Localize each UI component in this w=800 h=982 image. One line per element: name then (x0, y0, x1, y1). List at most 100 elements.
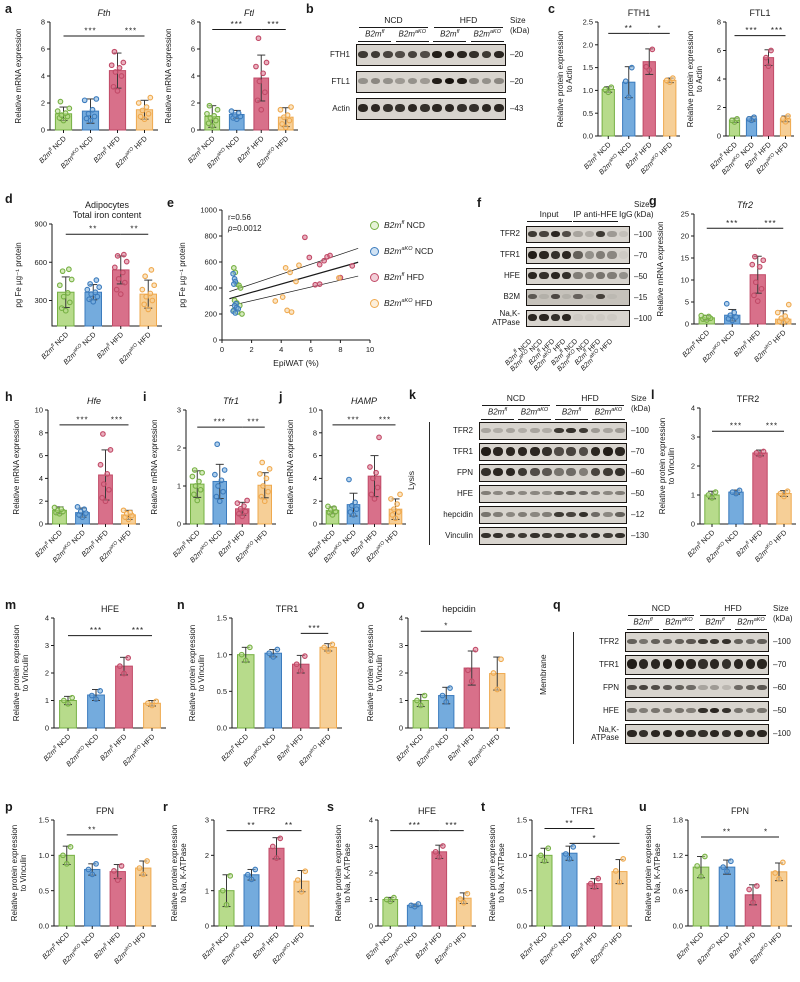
data-point (270, 654, 277, 660)
row-label-line: TFR1 (500, 250, 520, 260)
chart-title: HAMP (351, 396, 377, 406)
protein-band (573, 294, 583, 299)
protein-band (590, 511, 601, 517)
data-point (127, 509, 134, 516)
protein-band (493, 427, 504, 433)
sig-stars: *** (745, 26, 757, 35)
panel-i-tfr1-bar-chart: Tfr1 Relative mRNA expression 0 1 2 3 B2mfl NC… (150, 394, 280, 587)
y-tick-label: 900 (34, 220, 47, 229)
protein-band (528, 314, 538, 321)
protein-band (444, 78, 455, 84)
diet-group-label: NCD (627, 603, 695, 616)
y-tick-label: 6 (41, 45, 45, 54)
data-point (325, 503, 331, 510)
protein-band (674, 684, 684, 690)
genotype-label: B2maKO (735, 617, 767, 630)
data-point (269, 843, 276, 850)
protein-band (698, 684, 708, 690)
protein-band (539, 294, 549, 299)
data-point (145, 306, 152, 313)
protein-band (573, 272, 583, 279)
data-point (464, 890, 471, 897)
protein-band (550, 294, 560, 299)
y-axis-label: Relative mRNA expression (164, 28, 173, 123)
blot-row-label: HFE (575, 701, 619, 721)
y-axis-label: Relative protein expression (556, 31, 565, 128)
panel-a-fth-bar-chart: Fth Relative mRNA expression 0 2 4 6 8 B2mfl NC… (14, 6, 162, 193)
data-point (374, 484, 381, 491)
data-point (114, 253, 121, 259)
data-point (760, 448, 767, 455)
data-point (352, 499, 358, 506)
y-tick-label: 2 (39, 497, 43, 506)
data-point (447, 685, 453, 691)
protein-band (493, 468, 504, 476)
data-point (266, 650, 273, 657)
chart-title: hepcidin (442, 604, 476, 614)
panel-letter-p: p (5, 800, 13, 814)
lane-labels: B2mfl NCD B2maKO NCD B2mfl HFD B2maKO HFD B2… (504, 331, 630, 389)
bar-ncd-aKO (728, 491, 744, 525)
chart-title: HFE (418, 806, 436, 816)
data-point (91, 113, 98, 120)
protein-band (721, 684, 732, 690)
diet-group-label: HFD (555, 393, 625, 406)
panel-t-tfr1-bar-chart: TFR1 Relative protein expression to Na, K-… (488, 804, 636, 982)
data-point (248, 876, 255, 883)
blot-strip-vinculin (479, 527, 627, 545)
data-point (498, 656, 504, 663)
bar-chart-n: TFR1 Relative protein expression to Vincul… (188, 604, 342, 768)
data-point (782, 313, 789, 319)
chart-title: FTL1 (749, 8, 770, 18)
molecular-weight-label: –12 (631, 510, 645, 519)
data-point (625, 94, 632, 101)
protein-band (686, 659, 696, 669)
y-tick-label: 25 (681, 210, 689, 219)
data-point (145, 110, 152, 117)
protein-band (584, 272, 594, 279)
protein-band (481, 532, 491, 538)
molecular-weight-label: –70 (634, 250, 648, 260)
protein-band (733, 638, 744, 644)
sig-stars: ** (723, 827, 731, 836)
protein-band (650, 684, 661, 690)
data-point (749, 261, 756, 268)
data-point (211, 112, 217, 119)
sig-stars: *** (308, 624, 320, 633)
protein-band (554, 427, 564, 433)
protein-band (627, 684, 637, 690)
y-tick-label: 4 (45, 614, 49, 623)
blot-strip-tfr2 (479, 422, 627, 440)
data-point (595, 875, 602, 882)
y-axis-label: to Actin (695, 66, 704, 92)
panel-letter-k: k (409, 388, 416, 402)
data-point (457, 896, 463, 902)
bar-hfd-aKO (663, 79, 677, 137)
data-point (100, 481, 107, 487)
legend-item: B2maKO NCD (370, 238, 433, 264)
bar-ncd-aKO (84, 868, 101, 927)
data-point (751, 114, 757, 121)
data-point (257, 470, 263, 477)
data-point (67, 844, 74, 850)
protein-band (528, 250, 538, 259)
protein-band (481, 491, 491, 495)
protein-band (444, 104, 455, 112)
data-point (325, 648, 332, 654)
protein-band (757, 729, 767, 737)
protein-band (529, 491, 540, 495)
y-tick-label: 8 (313, 428, 317, 437)
protein-band (710, 684, 720, 690)
panel-letter-m: m (5, 598, 17, 612)
bar-chart-l: TFR2 Relative protein expression to Vincul… (658, 394, 796, 564)
protein-band (456, 78, 467, 84)
y-tick-label: 3 (691, 433, 695, 442)
y-tick-label: 0 (213, 336, 217, 345)
molecular-weight-label: –20 (510, 77, 524, 86)
protein-band (596, 272, 606, 279)
bar-chart-p: FPN Relative protein expression to Vinculi… (10, 806, 156, 966)
blot-row-label: FPN (575, 678, 619, 698)
y-tick-label: 1.0 (583, 86, 593, 95)
blot-strip-tfr2 (625, 632, 769, 652)
